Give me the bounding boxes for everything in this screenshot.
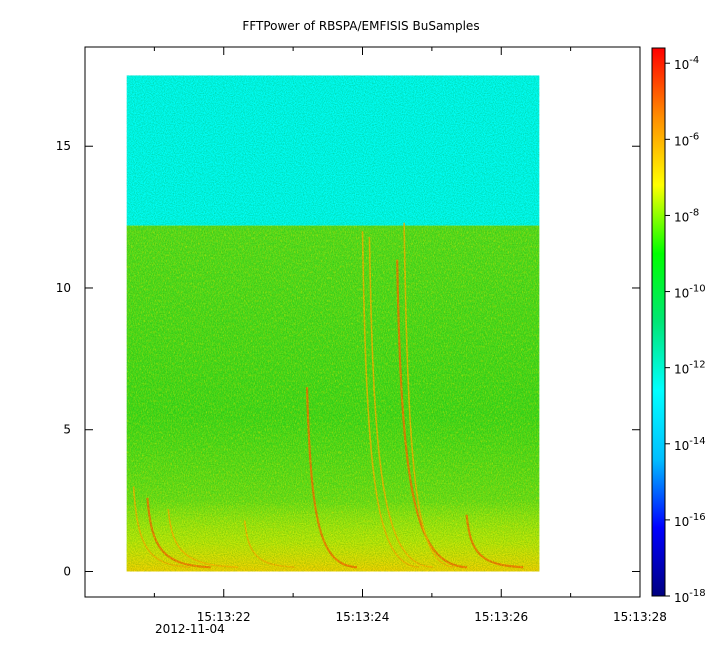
x-tick-label: 15:13:24: [336, 610, 390, 624]
y-tick-label: 10: [56, 281, 71, 295]
colorbar-tick-label: 10-18: [674, 588, 706, 605]
y-tick-label: 15: [56, 139, 71, 153]
colorbar-tick-label: 10-12: [674, 360, 706, 377]
colorbar-tick-label: 10-4: [674, 55, 699, 72]
spectrogram-data: [126, 75, 540, 572]
colorbar-tick-label: 10-16: [674, 512, 706, 529]
x-date-label: 2012-11-04: [155, 622, 225, 636]
colorbar-tick-label: 10-14: [674, 436, 706, 453]
y-axis: 0 5 10 15: [56, 139, 640, 578]
colorbar: [651, 47, 666, 597]
chart-title: FFTPower of RBSPA/EMFISIS BuSamples: [242, 19, 479, 33]
colorbar-tick-label: 10-10: [674, 284, 706, 301]
y-tick-label: 0: [63, 564, 71, 578]
noise-texture: [126, 75, 540, 572]
y-tick-label: 5: [63, 423, 71, 437]
colorbar-ticks: 10-4 10-6 10-8 10-10 10-12 10-14 10-16 10-18: [665, 55, 706, 605]
x-tick-label: 15:13:28: [613, 610, 667, 624]
colorbar-tick-label: 10-6: [674, 131, 699, 148]
x-tick-label: 15:13:26: [474, 610, 528, 624]
x-axis: 15:13:22 15:13:24 15:13:26 15:13:28: [153, 47, 667, 624]
colorbar-tick-label: 10-8: [674, 207, 699, 224]
x-tick-label: 15:13:22: [197, 610, 251, 624]
